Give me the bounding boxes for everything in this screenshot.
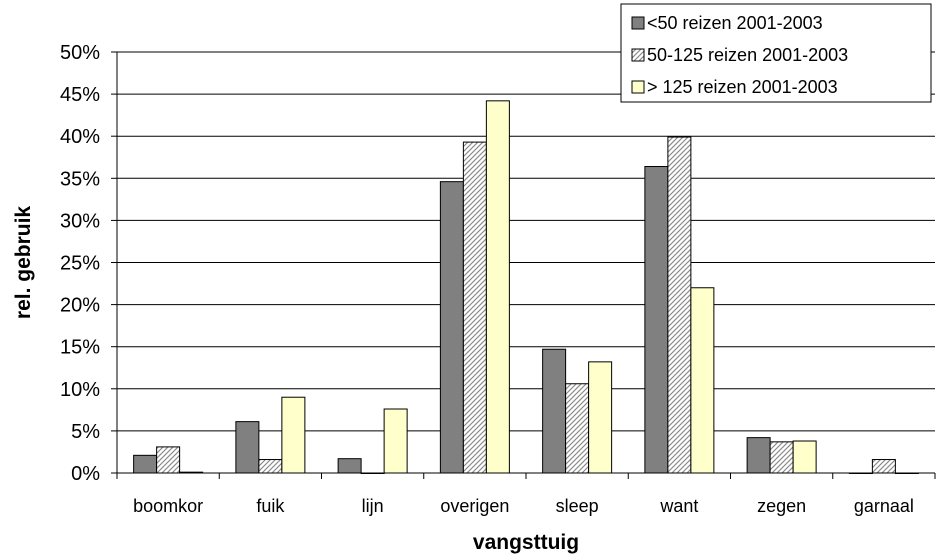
- legend-label: <50 reizen 2001-2003: [647, 13, 823, 33]
- bar-boomkor-series-2: [156, 446, 181, 474]
- y-tick-label: 30%: [60, 210, 100, 232]
- bar-want-series-3: [690, 287, 715, 474]
- y-tick-label: 15%: [60, 337, 100, 359]
- y-axis-ticks: 0% 5% 10% 15% 20% 25% 30% 35% 40% 45% 50%: [60, 42, 117, 485]
- y-tick-label: 0%: [71, 463, 100, 485]
- legend: <50 reizen 2001-2003 50-125 reizen 2001-2…: [620, 3, 932, 103]
- bar-sleep-series-3: [588, 361, 613, 474]
- bar-fuik-series-3: [281, 396, 306, 474]
- bar-lijn-series-3: [383, 408, 408, 474]
- x-axis-categories: boomkor fuik lijn overigen sleep want zegen gar…: [116, 473, 936, 516]
- bar-overigen-series-3: [485, 100, 510, 474]
- x-tick-label: boomkor: [133, 496, 203, 516]
- x-tick-label: want: [659, 496, 698, 516]
- gridlines: [117, 51, 935, 432]
- y-tick-label: 10%: [60, 379, 100, 401]
- y-tick-label: 40%: [60, 126, 100, 148]
- x-tick-label: overigen: [440, 496, 509, 516]
- bar-sleep-series-1: [542, 348, 567, 474]
- bar-want-series-2: [667, 136, 692, 474]
- y-tick-label: 45%: [60, 84, 100, 106]
- bar-zegen-series-2: [769, 441, 794, 474]
- legend-swatch: [631, 48, 645, 62]
- x-tick-label: zegen: [757, 496, 806, 516]
- bar-overigen-series-2: [462, 141, 487, 474]
- legend-swatch: [631, 16, 645, 30]
- y-tick-label: 20%: [60, 295, 100, 317]
- bar-lijn-series-1: [337, 458, 362, 474]
- bar-overigen-series-1: [439, 181, 464, 474]
- x-axis-title: vangsttuig: [473, 531, 579, 554]
- x-tick-label: garnaal: [854, 496, 914, 516]
- x-tick-label: fuik: [256, 496, 285, 516]
- legend-swatch: [631, 80, 645, 94]
- bar-garnaal-series-2: [871, 459, 896, 474]
- bar-boomkor-series-1: [133, 454, 158, 474]
- bar-fuik-series-1: [235, 421, 260, 474]
- bar-fuik-series-2: [258, 459, 283, 474]
- bar-sleep-series-2: [565, 383, 590, 474]
- y-tick-label: 5%: [71, 421, 100, 443]
- legend-label: > 125 reizen 2001-2003: [647, 77, 838, 97]
- bars: [133, 100, 919, 474]
- y-axis-title: rel. gebruik: [12, 206, 35, 320]
- y-tick-label: 25%: [60, 253, 100, 275]
- bar-want-series-1: [644, 166, 669, 474]
- legend-box: [620, 3, 932, 103]
- bar-zegen-series-1: [746, 437, 771, 474]
- bar-zegen-series-3: [792, 440, 817, 474]
- y-tick-label: 50%: [60, 42, 100, 64]
- x-tick-label: sleep: [556, 496, 599, 516]
- legend-label: 50-125 reizen 2001-2003: [647, 45, 848, 65]
- x-tick-label: lijn: [362, 496, 384, 516]
- y-tick-label: 35%: [60, 168, 100, 190]
